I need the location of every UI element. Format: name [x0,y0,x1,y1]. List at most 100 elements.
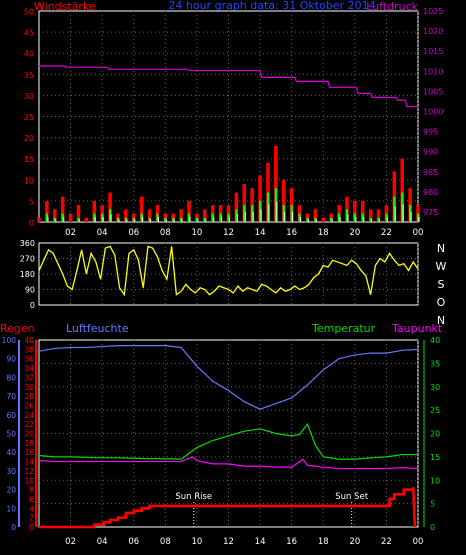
rain-tick-label: 20 [24,430,34,439]
wind-tick-label: 35 [24,71,34,80]
temperature-tick-label: 15 [430,453,440,462]
rain-tick-label: 40 [24,336,34,345]
rain-tick-label: 38 [24,345,34,354]
dewpoint-axis-title: Taupunkt [391,322,443,335]
temperature-axis-title: Temperatur [311,322,376,335]
x-tick-label-bottom: 18 [318,537,329,547]
wind-tick-label: 40 [24,50,34,59]
dewpoint-line [38,456,419,470]
x-tick-label: 10 [192,228,203,238]
direction-compass-label: O [437,296,446,309]
rain-tick-label: 12 [24,467,34,476]
x-tick-label-bottom: 12 [223,537,234,547]
x-tick-label: 22 [381,228,392,238]
humidity-tick-label: 20 [6,486,16,495]
pressure-tick-label: 1005 [423,87,443,96]
x-tick-label: 14 [255,228,266,238]
pressure-tick-label: 1020 [423,27,443,36]
wind-tick-label: 25 [24,113,34,122]
wind-tick-label: 15 [24,155,34,164]
temperature-tick-label: 5 [430,500,435,509]
rain-tick-label: 28 [24,392,34,401]
temperature-tick-label: 0 [430,523,435,532]
direction-tick-label: 90 [25,286,35,295]
wind-tick-label: 50 [24,8,34,17]
pressure-tick-label: 975 [423,208,438,217]
x-tick-label-bottom: 10 [192,537,203,547]
rain-tick-label: 30 [24,383,34,392]
direction-tick-label: 180 [20,270,35,279]
rain-tick-label: 16 [24,448,34,457]
x-tick-label: 20 [349,228,360,238]
direction-compass-label: N [437,314,445,327]
wind-tick-label: 10 [24,176,34,185]
pressure-axis-title: Luftdruck [366,0,418,13]
humidity-tick-label: 70 [6,392,16,401]
wind-axis-title: Windstärke [34,0,96,13]
temperature-tick-label: 30 [430,383,440,392]
x-tick-label-bottom: 20 [349,537,360,547]
humidity-tick-label: 30 [6,467,16,476]
direction-compass-label: N [437,242,445,255]
sunrise-label: Sun Rise [175,492,212,502]
rain-tick-label: 22 [24,420,34,429]
rain-tick-label: 10 [24,476,34,485]
pressure-tick-label: 1025 [423,7,443,16]
rain-tick-label: 2 [29,514,34,523]
temperature-tick-label: 25 [430,406,440,415]
pressure-tick-label: 985 [423,168,438,177]
pressure-tick-label: 1015 [423,47,443,56]
sunset-label: Sun Set [335,492,368,502]
rain-tick-label: 0 [29,523,34,532]
x-tick-label: 06 [128,228,139,238]
x-tick-label-bottom: 14 [255,537,266,547]
wind-tick-label: 20 [24,134,34,143]
rain-tick-label: 26 [24,401,34,410]
direction-compass-label: W [436,260,447,273]
rain-axis-title: Regen [0,322,35,335]
x-tick-label-bottom: 16 [286,537,297,547]
x-tick-label: 00 [413,228,424,238]
pressure-tick-label: 1010 [423,67,443,76]
wind-tick-label: 30 [24,92,34,101]
rain-tick-label: 34 [24,364,34,373]
pressure-tick-label: 1000 [423,107,443,116]
pressure-tick-label: 995 [423,128,438,137]
x-tick-label: 18 [318,228,329,238]
humidity-tick-label: 90 [6,355,16,364]
x-tick-label-bottom: 22 [381,537,392,547]
rain-line [39,487,417,529]
humidity-tick-label: 80 [6,373,16,382]
rain-tick-label: 14 [24,458,34,467]
humidity-tick-label: 100 [2,336,17,345]
x-tick-label: 02 [65,228,76,238]
wind-tick-label: 0 [29,219,34,228]
wind-tick-label: 45 [24,29,34,38]
x-tick-label-bottom: 06 [128,537,139,547]
rain-tick-label: 18 [24,439,34,448]
rain-tick-label: 32 [24,373,34,382]
x-tick-label-bottom: 08 [160,537,171,547]
pressure-tick-label: 990 [423,148,438,157]
x-tick-label-bottom: 00 [413,537,424,547]
x-tick-label: 04 [97,228,108,238]
direction-compass-label: S [438,278,445,291]
wind-tick-label: 5 [29,197,34,206]
humidity-line [38,345,419,410]
wind-direction-line [38,245,419,297]
rain-tick-label: 6 [29,495,34,504]
humidity-tick-label: 50 [6,430,16,439]
x-tick-label: 08 [160,228,171,238]
humidity-axis-title: Luftfeuchte [66,322,129,335]
temperature-tick-label: 20 [430,430,440,439]
temperature-tick-label: 35 [430,359,440,368]
temperature-tick-label: 40 [430,336,440,345]
pressure-line [39,65,418,108]
direction-tick-label: 360 [20,239,35,248]
temperature-tick-label: 10 [430,476,440,485]
pressure-tick-label: 980 [423,188,438,197]
x-tick-label: 12 [223,228,234,238]
humidity-tick-label: 0 [11,523,16,532]
